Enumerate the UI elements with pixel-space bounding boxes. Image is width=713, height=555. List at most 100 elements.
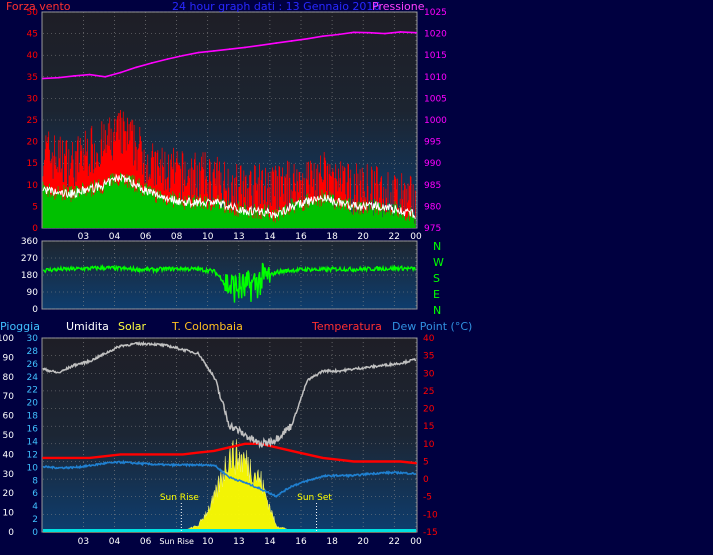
solar-tick-label: 4 [32,502,38,512]
temperature-point [368,460,371,463]
pressure-point [181,54,184,57]
sunset-label: Sun Set [297,493,332,503]
rain-axis-label: Pioggia [0,320,40,333]
pressure-point [399,30,402,33]
temperature-tick-label: 35 [423,352,434,362]
temperature-point [73,456,76,459]
solar-tick-label: 2 [32,515,38,525]
solar-tick-label: 30 [27,334,39,344]
humidity-line [42,340,417,449]
pressure-point [259,44,262,47]
wind-pressure-chart [42,30,417,228]
wind-tick-label: 15 [27,159,38,169]
pressure-tick-label: 980 [424,202,441,212]
rain-bar [43,529,416,532]
rain-tick-label: 60 [3,412,15,422]
rain-tick-label: 70 [3,392,15,402]
rain-tick-label: 20 [3,489,15,499]
pressure-tick-label: 1020 [424,30,447,40]
dewpoint-label: Dew Point (°C) [392,320,473,333]
wind-tick-label: 40 [27,51,39,61]
direction-tick-label: 90 [27,288,39,298]
temperature-point [197,451,200,454]
time-tick-label: 00 [410,232,422,242]
pressure-point [197,51,200,54]
direction-panel-background [41,240,418,310]
wind-tick-label: 25 [27,116,38,126]
pressure-tick-label: 995 [424,138,441,148]
wind-tick-label: 10 [27,181,39,191]
time-tick-label: 04 [109,232,121,242]
time-tick-label: 13 [233,537,244,547]
solar-tick-label: 6 [32,489,38,499]
pressure-tick-label: 1010 [424,73,447,83]
solar-tick-label: 10 [27,463,39,473]
time-tick-label: 13 [233,232,244,242]
rain-tick-label: 0 [8,528,14,538]
temperature-point [321,456,324,459]
temperature-point [228,446,231,449]
temperature-tick-label: 15 [423,422,434,432]
time-tick-label: 00 [410,537,422,547]
pressure-point [150,62,153,64]
compass-s: S [433,272,440,285]
pressure-point [275,42,278,45]
direction-tick-label: 180 [21,271,38,281]
temperature-tick-label: 20 [423,405,435,415]
temperature-tick-label: 30 [423,369,435,379]
pressure-point [73,75,75,77]
time-tick-label: Sun Rise [159,537,194,546]
rain-tick-label: 40 [3,450,15,460]
pressure-point [306,37,309,40]
wind-tick-label: 5 [32,202,38,212]
pressure-point [119,71,122,74]
pressure-tick-label: 990 [424,159,441,169]
pressure-point [352,31,355,34]
pressure-point [244,46,246,49]
time-tick-label: 14 [264,232,276,242]
temperature-point [104,455,107,458]
wind-direction-line [43,262,416,303]
pressure-point [321,35,324,38]
temperature-point [244,442,247,445]
time-tick-label: 03 [78,232,89,242]
chart-title: 24 hour graph dati : 13 Gennaio 2016 [172,0,381,13]
temperature-tick-label: 10 [423,440,435,450]
time-tick-label: 18 [326,537,338,547]
time-tick-label: 16 [295,537,307,547]
wind-axis-label: Forza vento [6,0,71,13]
solar-tick-label: 16 [27,425,39,435]
pressure-point [384,32,386,35]
wind-tick-label: 35 [27,73,38,83]
time-tick-label: 14 [264,537,276,547]
time-tick-label: 03 [78,537,89,547]
temperature-point [399,460,402,463]
temperature-point [135,453,138,456]
wind-tick-label: 0 [32,224,38,234]
dewpoint-line [42,459,417,499]
temperature-point [415,462,417,465]
pressure-point [213,49,215,52]
direction-tick-label: 270 [21,254,38,264]
pressure-point [415,31,417,34]
pressure-point [104,75,107,78]
pressure-point [290,40,293,42]
wind-average-bars [42,172,416,228]
solar-label: Solar [118,320,147,333]
time-tick-label: 06 [140,537,152,547]
temperature-point [57,456,60,459]
time-tick-label: 10 [202,537,214,547]
wind-speed-line [42,173,416,219]
station-label: T. Colombaia [172,320,243,333]
temperature-point [181,453,184,456]
time-tick-label: 22 [389,537,400,547]
time-tick-label: 16 [295,232,307,242]
wind-tick-label: 30 [27,94,39,104]
solar-tick-label: 0 [32,528,38,538]
temperature-tick-label: 5 [423,457,429,467]
time-tick-label: 08 [171,232,183,242]
temperature-humidity-chart: Sun Rise Sun Set [42,340,417,533]
temperature-point [352,460,355,463]
direction-tick-label: 0 [32,305,38,315]
